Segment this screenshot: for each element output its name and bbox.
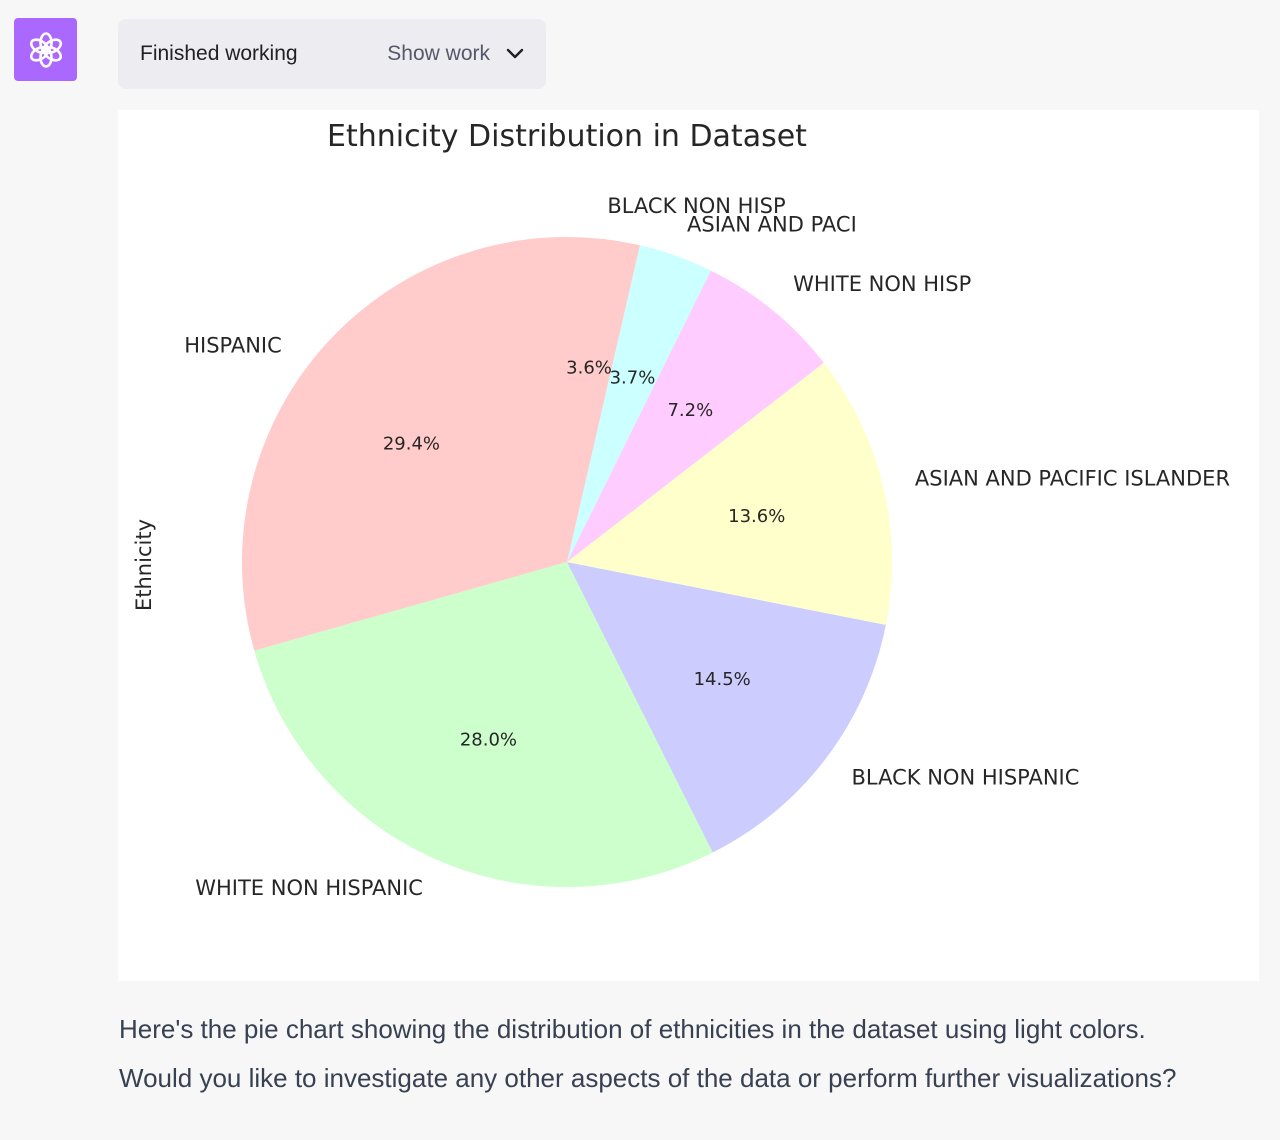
slice-percent-label: 28.0%: [460, 729, 517, 750]
openai-logo-icon: [29, 31, 62, 68]
y-axis-label: Ethnicity: [132, 519, 156, 611]
slice-label: HISPANIC: [184, 333, 282, 357]
slice-label: ASIAN AND PACI: [687, 212, 857, 236]
reply-line-2: Would you like to investigate any other …: [119, 1063, 1177, 1093]
slice-percent-label: 13.6%: [728, 506, 785, 527]
show-work-button[interactable]: Show work: [387, 42, 524, 66]
slice-label: WHITE NON HISPANIC: [195, 876, 423, 900]
pie-slice: [254, 562, 713, 887]
chart-title: Ethnicity Distribution in Dataset: [327, 119, 807, 154]
pie-slice: [567, 562, 886, 853]
pie-slice: [241, 237, 567, 651]
slice-label: BLACK NON HISP: [607, 194, 785, 218]
chevron-down-icon: [506, 48, 524, 59]
reply-line-1: Here's the pie chart showing the distrib…: [119, 1014, 1146, 1044]
slice-percent-label: 7.2%: [667, 400, 713, 421]
pie-slice: [567, 270, 824, 562]
work-status-bar: Finished working Show work: [118, 19, 546, 89]
slice-percent-label: 29.4%: [383, 433, 440, 454]
slice-percent-label: 3.7%: [610, 367, 656, 388]
slice-label: ASIAN AND PACIFIC ISLANDER: [915, 467, 1230, 491]
status-text: Finished working: [140, 42, 298, 65]
pie-slice: [567, 245, 711, 562]
pie-slice: [567, 362, 892, 625]
slice-percent-label: 14.5%: [694, 669, 751, 690]
slice-label: WHITE NON HISP: [793, 272, 971, 296]
pie-slice: [567, 237, 640, 562]
pie-chart: Ethnicity Distribution in Dataset Ethnic…: [132, 119, 1230, 900]
assistant-reply: Here's the pie chart showing the distrib…: [119, 1005, 1269, 1103]
show-work-label: Show work: [387, 42, 490, 65]
pie-slices: [241, 237, 892, 887]
slice-percent-label: 3.6%: [566, 357, 612, 378]
assistant-avatar: [14, 18, 77, 81]
pie-chart-image: Ethnicity Distribution in Dataset Ethnic…: [118, 110, 1259, 981]
slice-label: BLACK NON HISPANIC: [852, 765, 1080, 789]
pie-labels: HISPANIC 29.4% WHITE NON HISPANIC 28.0% BLAC…: [184, 194, 1230, 900]
